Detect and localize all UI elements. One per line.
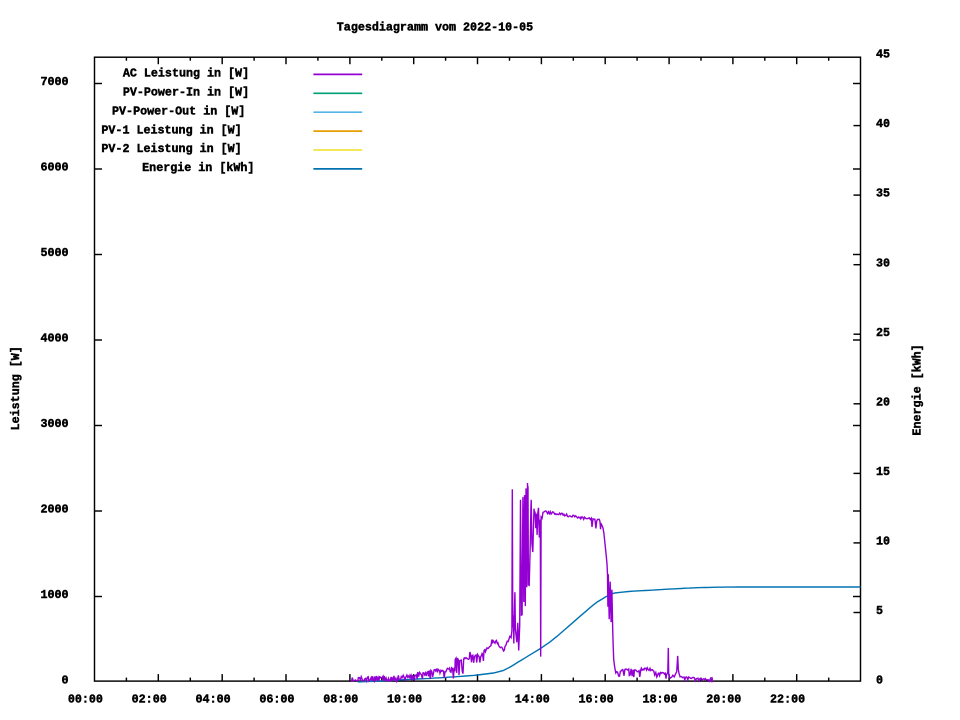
svg-text:40: 40 xyxy=(876,117,890,131)
svg-text:2000: 2000 xyxy=(40,503,68,517)
svg-text:3000: 3000 xyxy=(40,417,68,431)
svg-text:0: 0 xyxy=(61,674,68,688)
svg-text:30: 30 xyxy=(876,256,890,270)
svg-text:14:00: 14:00 xyxy=(515,692,550,706)
svg-text:15: 15 xyxy=(876,465,890,479)
svg-text:22:00: 22:00 xyxy=(770,692,805,706)
svg-text:25: 25 xyxy=(876,326,890,340)
svg-text:PV-Power-In in [W]: PV-Power-In in [W] xyxy=(123,86,249,100)
svg-text:5: 5 xyxy=(876,604,883,618)
svg-text:AC Leistung in [W]: AC Leistung in [W] xyxy=(123,67,249,81)
svg-text:16:00: 16:00 xyxy=(579,692,614,706)
svg-text:Leistung [W]: Leistung [W] xyxy=(9,346,23,430)
svg-text:10:00: 10:00 xyxy=(387,692,422,706)
svg-text:Tagesdiagramm vom 2022-10-05: Tagesdiagramm vom 2022-10-05 xyxy=(337,21,533,35)
svg-text:18:00: 18:00 xyxy=(642,692,677,706)
svg-text:7000: 7000 xyxy=(40,75,68,89)
svg-text:02:00: 02:00 xyxy=(132,692,167,706)
svg-text:20:00: 20:00 xyxy=(706,692,741,706)
svg-text:Energie in [kWh]: Energie in [kWh] xyxy=(142,161,254,175)
svg-text:20: 20 xyxy=(876,395,890,409)
svg-text:10: 10 xyxy=(876,535,890,549)
svg-text:45: 45 xyxy=(876,48,890,62)
svg-text:1000: 1000 xyxy=(40,588,68,602)
svg-text:5000: 5000 xyxy=(40,246,68,260)
svg-text:6000: 6000 xyxy=(40,161,68,175)
svg-text:08:00: 08:00 xyxy=(323,692,358,706)
svg-text:00:00: 00:00 xyxy=(68,692,103,706)
svg-text:0: 0 xyxy=(876,674,883,688)
svg-text:04:00: 04:00 xyxy=(196,692,231,706)
svg-text:4000: 4000 xyxy=(40,332,68,346)
svg-text:12:00: 12:00 xyxy=(451,692,486,706)
svg-text:PV-2 Leistung in [W]: PV-2 Leistung in [W] xyxy=(101,142,241,156)
svg-text:06:00: 06:00 xyxy=(259,692,294,706)
svg-text:PV-Power-Out in [W]: PV-Power-Out in [W] xyxy=(112,104,245,118)
svg-text:PV-1 Leistung in [W]: PV-1 Leistung in [W] xyxy=(101,123,241,137)
svg-text:Energie [kWh]: Energie [kWh] xyxy=(911,344,925,435)
svg-text:35: 35 xyxy=(876,187,890,201)
